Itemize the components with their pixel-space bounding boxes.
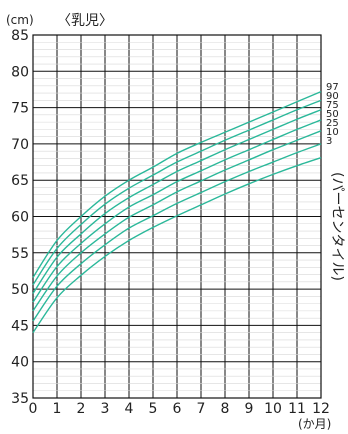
x-tick-label: 12 bbox=[312, 401, 330, 417]
x-tick-label: 11 bbox=[288, 401, 306, 417]
y-tick-label: 70 bbox=[11, 137, 29, 153]
percentile-curve-p50 bbox=[32, 119, 322, 303]
percentile-label: 90 bbox=[326, 91, 339, 102]
percentile-label: 97 bbox=[326, 82, 339, 93]
percentile-axis-label: (パーセンタイル) bbox=[329, 172, 345, 281]
y-tick-labels: 35 40 45 50 55 60 65 70 75 80 85 bbox=[11, 28, 29, 407]
percentile-label: 10 bbox=[326, 127, 339, 138]
x-tick-label: 3 bbox=[101, 401, 110, 417]
x-tick-labels: 0 1 2 3 4 5 6 7 8 9 10 11 12 bbox=[29, 401, 330, 417]
x-tick-label: 9 bbox=[245, 401, 254, 417]
x-tick-label: 8 bbox=[221, 401, 230, 417]
y-tick-label: 80 bbox=[11, 64, 29, 80]
chart-title: 〈乳児〉 bbox=[57, 13, 113, 29]
y-tick-label: 40 bbox=[11, 355, 29, 371]
x-tick-label: 2 bbox=[77, 401, 86, 417]
y-tick-label: 55 bbox=[11, 246, 29, 262]
x-tick-label: 6 bbox=[173, 401, 182, 417]
y-axis-unit-label: (cm) bbox=[6, 13, 34, 27]
percentile-label: 75 bbox=[326, 100, 339, 111]
plot-border bbox=[32, 34, 322, 399]
y-tick-label: 60 bbox=[11, 210, 29, 226]
y-tick-label: 65 bbox=[11, 173, 29, 189]
percentile-curves bbox=[32, 90, 322, 334]
percentile-curve-p3 bbox=[32, 157, 322, 334]
y-tick-label: 50 bbox=[11, 282, 29, 298]
percentile-curve-p25 bbox=[32, 130, 322, 312]
x-tick-label: 1 bbox=[53, 401, 62, 417]
percentile-curve-p90 bbox=[32, 99, 322, 286]
percentile-label: 50 bbox=[326, 109, 339, 120]
x-tick-label: 0 bbox=[29, 401, 38, 417]
y-tick-label: 35 bbox=[11, 391, 29, 407]
percentile-label: 25 bbox=[326, 118, 339, 129]
x-axis-unit-label: (か月) bbox=[298, 417, 331, 431]
percentile-label: 3 bbox=[326, 136, 332, 147]
x-tick-label: 10 bbox=[264, 401, 282, 417]
x-tick-label: 4 bbox=[125, 401, 134, 417]
x-tick-label: 7 bbox=[197, 401, 206, 417]
x-tick-label: 5 bbox=[149, 401, 158, 417]
percentile-curve-p75 bbox=[32, 109, 322, 294]
y-tick-label: 75 bbox=[11, 101, 29, 117]
percentile-curve-p97 bbox=[32, 90, 322, 278]
y-tick-label: 85 bbox=[11, 28, 29, 44]
plot-frame bbox=[32, 34, 322, 399]
percentile-curve-p10 bbox=[32, 143, 322, 322]
y-tick-label: 45 bbox=[11, 318, 29, 334]
